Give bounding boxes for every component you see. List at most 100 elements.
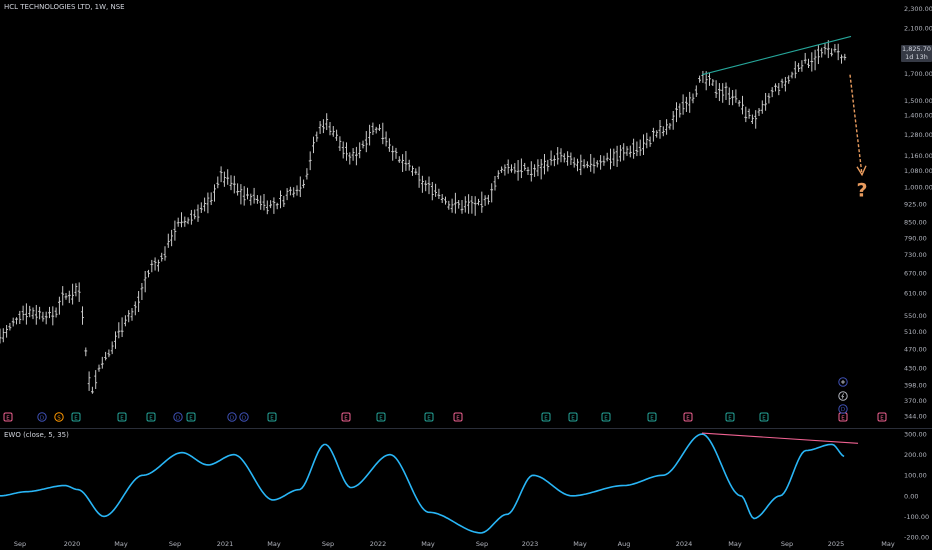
event-badge[interactable]: D: [227, 412, 237, 422]
price-bar: [470, 195, 474, 214]
price-bar: [562, 153, 566, 163]
price-bar: [209, 192, 213, 206]
event-badge[interactable]: E: [647, 412, 657, 422]
time-axis-label: May: [573, 540, 587, 548]
price-bar: [140, 283, 144, 300]
event-badge[interactable]: E: [3, 412, 13, 422]
event-badge[interactable]: D: [37, 412, 47, 422]
price-bar: [114, 331, 117, 349]
price-bar: [252, 187, 256, 204]
price-bar: [298, 176, 302, 198]
price-bar: [246, 187, 249, 200]
events-row[interactable]: E D S E E E D E D D E E E E E E E E E E E E E ED: [3, 377, 887, 422]
price-bar: [751, 114, 754, 125]
price-bar: [691, 93, 695, 104]
upcoming-bolt-icon[interactable]: [838, 391, 848, 401]
price-bar: [516, 160, 520, 181]
price-bar: [704, 71, 708, 91]
event-badge[interactable]: E: [424, 412, 434, 422]
price-bar: [127, 310, 131, 323]
price-bar: [536, 159, 540, 177]
price-bar: [348, 152, 352, 165]
svg-text:E: E: [880, 415, 884, 421]
price-bar: [807, 58, 810, 69]
price-bar: [232, 175, 236, 194]
event-badge[interactable]: E: [376, 412, 386, 422]
event-badge[interactable]: E: [683, 412, 693, 422]
price-bar: [556, 147, 560, 165]
divergence-trendline[interactable]: [701, 432, 859, 444]
price-bar: [833, 44, 837, 53]
price-bar: [44, 311, 48, 325]
forecast-arrow[interactable]: [849, 74, 867, 177]
price-bar: [460, 200, 464, 214]
event-badge[interactable]: S: [54, 412, 64, 422]
event-badge[interactable]: E: [877, 412, 887, 422]
indicator-axis[interactable]: 300.00 200.00 100.00 0.00 -100.00 -200.00: [904, 431, 929, 542]
price-bar: [754, 110, 758, 129]
event-badge[interactable]: E: [267, 412, 277, 422]
price-bar: [338, 136, 342, 151]
price-bar: [206, 192, 210, 214]
price-bar: [757, 107, 761, 116]
price-bar: [579, 154, 583, 176]
svg-text:E: E: [604, 415, 608, 421]
price-bar: [302, 179, 305, 189]
price-bar: [477, 198, 480, 206]
event-badge[interactable]: E: [453, 412, 463, 422]
price-bar: [437, 188, 441, 199]
event-badge[interactable]: E: [759, 412, 769, 422]
price-axis-label: 344.00: [904, 413, 927, 421]
event-badge[interactable]: E: [117, 412, 127, 422]
upcoming-dividend-icon[interactable]: D: [838, 404, 848, 414]
event-badge[interactable]: E: [146, 412, 156, 422]
event-badge[interactable]: E: [541, 412, 551, 422]
event-badge[interactable]: D: [173, 412, 183, 422]
event-badge[interactable]: E: [725, 412, 735, 422]
event-badge[interactable]: E: [341, 412, 351, 422]
price-bar: [388, 138, 391, 152]
price-axis-label: 610.00: [904, 290, 927, 298]
price-bar: [569, 152, 573, 165]
upper-trendline[interactable]: [701, 35, 852, 76]
event-badge[interactable]: E: [838, 412, 848, 422]
event-badge[interactable]: E: [71, 412, 81, 422]
event-badge[interactable]: D: [239, 412, 249, 422]
price-bar: [576, 158, 579, 172]
time-axis[interactable]: Sep 2020 May Sep 2021 May Sep 2022 May Sep 2023 May…: [14, 540, 895, 548]
time-axis-label: 2023: [522, 540, 539, 548]
price-bar: [18, 310, 22, 325]
price-bar: [490, 183, 494, 203]
price-axis-label: 850.00: [904, 219, 927, 227]
price-bar: [318, 121, 322, 134]
price-bar: [378, 124, 381, 131]
svg-text:E: E: [270, 415, 274, 421]
svg-text:E: E: [6, 415, 10, 421]
price-bar: [790, 71, 794, 79]
svg-text:D: D: [40, 415, 44, 421]
time-axis-label: Aug: [618, 540, 631, 548]
time-axis-label: Sep: [169, 540, 181, 548]
pane-separator[interactable]: [0, 428, 932, 429]
drawings-layer[interactable]: ?: [701, 35, 868, 202]
event-badge[interactable]: E: [601, 412, 611, 422]
price-bar: [447, 200, 451, 210]
price-bar: [160, 252, 164, 262]
price-axis[interactable]: 2,300.002,100.001,900.001,700.001,500.00…: [904, 5, 932, 420]
event-badge[interactable]: E: [568, 412, 578, 422]
price-bar: [523, 162, 527, 171]
price-bar: [279, 190, 282, 209]
indicator-axis-label: -100.00: [904, 513, 929, 521]
price-bar: [457, 199, 461, 209]
event-badge[interactable]: E: [186, 412, 196, 422]
price-bar: [219, 166, 223, 183]
price-bar: [216, 176, 220, 189]
price-bar: [153, 257, 157, 271]
price-bar: [797, 62, 800, 73]
price-bar: [487, 194, 490, 205]
upcoming-plus-icon[interactable]: [838, 377, 848, 387]
price-bar: [572, 157, 576, 168]
time-axis-label: May: [421, 540, 435, 548]
price-bar: [5, 325, 8, 338]
